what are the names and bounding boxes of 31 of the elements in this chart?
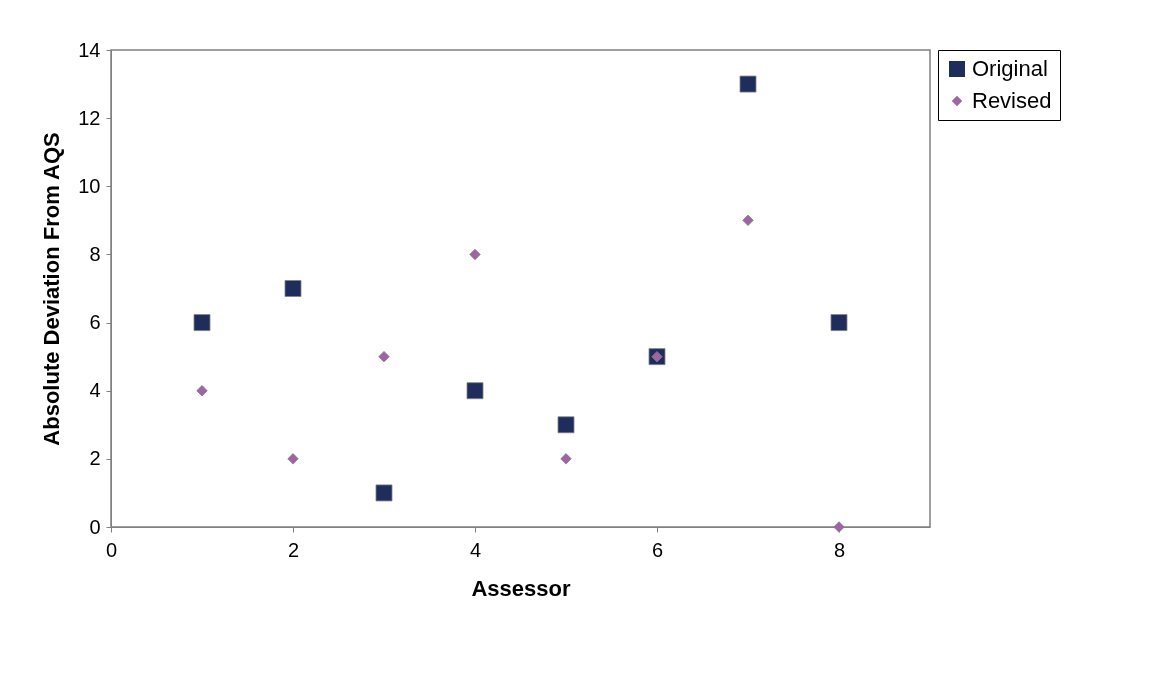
point: [557, 416, 575, 434]
y-tick-label: 14: [78, 38, 101, 61]
x-tick-label: 8: [833, 538, 846, 561]
point: [287, 453, 299, 465]
point: [739, 75, 757, 93]
point: [742, 214, 754, 226]
y-tick-label: 2: [89, 447, 101, 470]
x-tick-label: 0: [105, 538, 118, 561]
point: [469, 248, 481, 261]
point: [833, 521, 845, 533]
legend-label: Revised: [972, 88, 1052, 113]
y-tick-label: 10: [78, 174, 101, 197]
point: [375, 484, 393, 502]
point: [193, 314, 211, 331]
y-tick-label: 0: [89, 515, 101, 538]
x-axis-title: Assessor: [471, 575, 571, 601]
x-tick-label: 4: [469, 538, 482, 561]
point: [284, 280, 302, 297]
y-axis-title: Absolute Deviation From AQS: [39, 132, 65, 446]
x-tick-label: 6: [651, 538, 664, 561]
y-tick-label: 6: [89, 311, 101, 334]
y-tick-label: 12: [78, 106, 101, 129]
point: [466, 382, 484, 400]
point: [560, 453, 572, 465]
x-tick-label: 2: [287, 538, 300, 561]
point: [196, 385, 208, 397]
y-tick-label: 8: [89, 242, 101, 265]
legend-label: Original: [972, 56, 1048, 81]
point: [378, 351, 390, 363]
point: [830, 314, 848, 331]
y-tick-label: 4: [89, 379, 101, 402]
